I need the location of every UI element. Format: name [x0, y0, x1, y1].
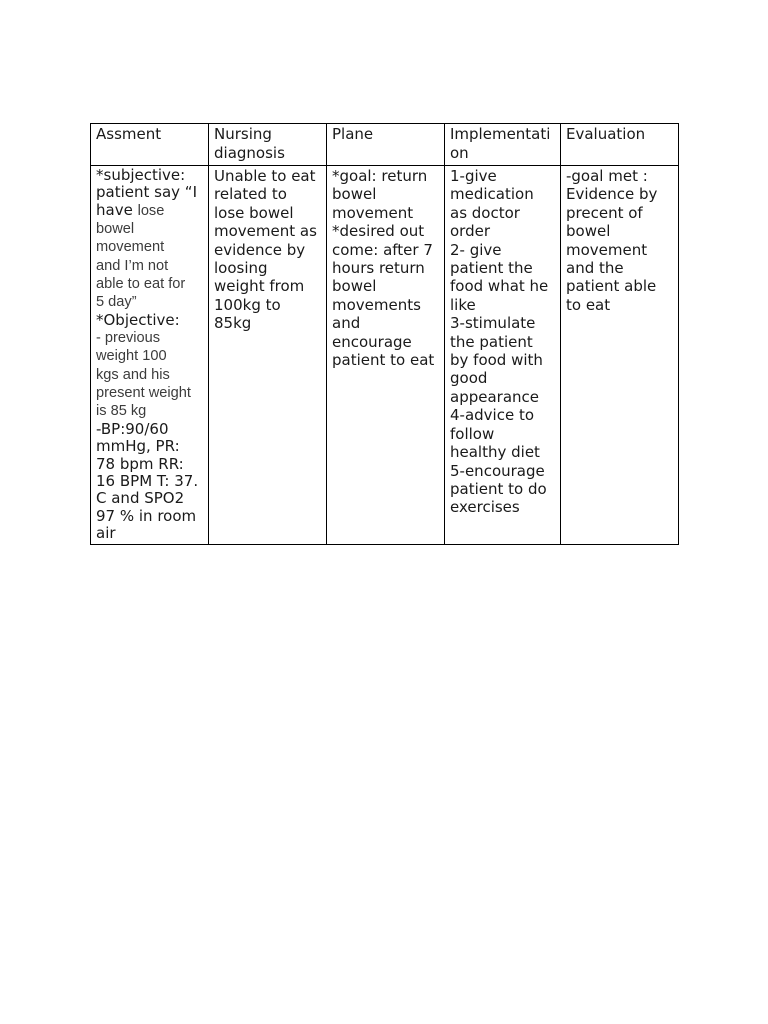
- cell-nursing-diagnosis: Unable to eat related to lose bowel move…: [208, 164, 327, 546]
- header-evaluation: Evaluation: [560, 123, 679, 166]
- cell-assessment: *subjective: patient say “I have lose bo…: [90, 164, 209, 546]
- header-nursing-diagnosis: Nursing diagnosis: [208, 123, 327, 166]
- assessment-vitals-text: -BP:90/60 mmHg, PR: 78 bpm RR: 16 BPM T:…: [96, 419, 199, 542]
- header-row: Assment Nursing diagnosis Plane Implementat…: [90, 123, 679, 166]
- body-row: *subjective: patient say “I have lose bo…: [90, 164, 679, 546]
- header-assessment: Assment: [90, 123, 209, 166]
- cell-plane: *goal: return bowel movement *desired ou…: [326, 164, 445, 546]
- assessment-subjective-label: *subjective: patient say “I have: [96, 166, 197, 219]
- cell-evaluation: -goal met : Evidence by precent of bowel…: [560, 164, 679, 546]
- assessment-weight-text: - previous weight 100 kgs and his presen…: [96, 330, 191, 420]
- cell-implementation: 1-give medication as doctor order 2- giv…: [444, 164, 561, 546]
- header-implementation: Implementati on: [444, 123, 561, 166]
- nursing-care-plan-table: Assment Nursing diagnosis Plane Implementat…: [90, 123, 679, 546]
- assessment-subjective-text: lose bowel movement and I’m not able to …: [96, 202, 186, 311]
- header-plane: Plane: [326, 123, 445, 166]
- assessment-objective-label: *Objective:: [96, 310, 180, 329]
